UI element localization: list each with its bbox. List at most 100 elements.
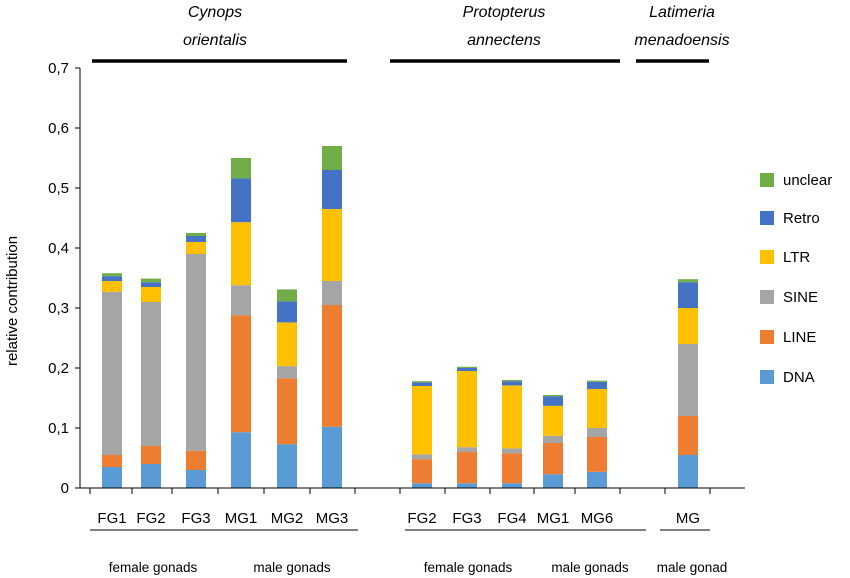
- bar-segment-ltr: [141, 287, 161, 302]
- x-tick-label: FG2: [407, 510, 436, 527]
- x-axis: FG1 FG2 FG3 MG1 MG2 MG3 FG2 FG3 FG4 MG1 MG6 MG: [80, 487, 745, 527]
- bar-segment-dna: [502, 483, 522, 488]
- bars: [102, 146, 698, 488]
- bar-segment-unclear: [457, 366, 477, 368]
- legend-item-sine: SINE: [760, 289, 818, 306]
- x-tick-label: FG1: [97, 510, 126, 527]
- legend-item-ltr: LTR: [760, 249, 810, 266]
- bar-segment-line: [186, 450, 206, 470]
- y-tick-label: 0,5: [48, 180, 69, 197]
- y-tick-label: 0,6: [48, 120, 69, 137]
- bar-segment-ltr: [543, 405, 563, 436]
- group-labels: female gonads male gonads female gonads mal…: [90, 529, 727, 575]
- bar-segment-dna: [322, 426, 342, 488]
- bar-segment-retro: [502, 381, 522, 386]
- bar-segment-ltr: [587, 389, 607, 428]
- bar-segment-dna: [231, 432, 251, 488]
- bar-stack: [502, 380, 522, 488]
- bar-segment-retro: [322, 170, 342, 209]
- bar-segment-retro: [277, 301, 297, 323]
- legend-item-line: LINE: [760, 329, 816, 346]
- bar-segment-line: [502, 453, 522, 484]
- x-tick-label: MG2: [271, 510, 304, 527]
- bar-segment-line: [543, 443, 563, 475]
- x-tick-label: MG: [676, 510, 700, 527]
- bar-segment-unclear: [277, 289, 297, 302]
- species-headers: Cynops orientalis Protopterus annectens …: [92, 4, 730, 63]
- bar-segment-sine: [587, 428, 607, 437]
- legend-swatch: [760, 211, 774, 225]
- bar-segment-retro: [678, 282, 698, 308]
- legend: unclear Retro LTR SINE LINE DNA: [760, 172, 832, 386]
- legend-label: unclear: [783, 172, 832, 189]
- y-tick-label: 0: [61, 480, 69, 497]
- x-tick-label: MG1: [225, 510, 258, 527]
- bar-segment-dna: [102, 467, 122, 488]
- bar-stack: [587, 380, 607, 488]
- bar-segment-line: [587, 437, 607, 472]
- bar-segment-retro: [186, 236, 206, 242]
- species-name-protopterus-line2: annectens: [467, 32, 541, 49]
- legend-swatch: [760, 330, 774, 344]
- x-tick-label: FG3: [181, 510, 210, 527]
- bar-segment-ltr: [678, 308, 698, 344]
- legend-swatch: [760, 370, 774, 384]
- bar-segment-sine: [277, 366, 297, 379]
- bar-segment-dna: [141, 464, 161, 488]
- bar-segment-unclear: [543, 395, 563, 397]
- bar-segment-dna: [543, 474, 563, 488]
- y-tick-label: 0,1: [48, 420, 69, 437]
- bar-segment-dna: [277, 444, 297, 488]
- bar-segment-retro: [587, 381, 607, 389]
- bar-segment-line: [322, 305, 342, 427]
- legend-swatch: [760, 290, 774, 304]
- x-tick-label: MG1: [537, 510, 570, 527]
- bar-stack: [678, 279, 698, 488]
- bar-segment-retro: [457, 368, 477, 371]
- y-tick-label: 0,4: [48, 240, 69, 257]
- bar-stack: [102, 273, 122, 488]
- bar-segment-retro: [141, 282, 161, 287]
- bar-stack: [543, 395, 563, 488]
- bar-segment-dna: [412, 483, 432, 488]
- species-name-latimeria-line2: menadoensis: [634, 32, 729, 49]
- bar-segment-dna: [678, 455, 698, 488]
- bar-segment-unclear: [502, 380, 522, 382]
- species-name-protopterus-line1: Protopterus: [463, 4, 546, 21]
- bar-segment-line: [102, 455, 122, 467]
- bar-segment-sine: [457, 447, 477, 452]
- bar-stack: [141, 278, 161, 488]
- bar-segment-sine: [322, 281, 342, 305]
- bar-segment-dna: [587, 471, 607, 488]
- y-axis-label: relative contribution: [4, 236, 21, 366]
- x-tick-label: FG3: [452, 510, 481, 527]
- y-tick-label: 0,3: [48, 300, 69, 317]
- legend-label: DNA: [783, 369, 815, 386]
- bar-segment-sine: [102, 291, 122, 455]
- bar-stack: [457, 366, 477, 488]
- bar-segment-ltr: [186, 242, 206, 254]
- bar-segment-unclear: [678, 279, 698, 283]
- legend-label: SINE: [783, 289, 818, 306]
- bar-segment-retro: [231, 178, 251, 223]
- bar-segment-ltr: [502, 385, 522, 449]
- bar-segment-line: [141, 446, 161, 464]
- bar-segment-unclear: [231, 158, 251, 179]
- group-label: female gonads: [424, 560, 513, 575]
- bar-segment-ltr: [412, 386, 432, 455]
- bar-segment-ltr: [277, 322, 297, 367]
- bar-segment-dna: [457, 483, 477, 488]
- bar-segment-unclear: [102, 273, 122, 277]
- bar-segment-retro: [543, 396, 563, 406]
- x-tick-label: MG6: [581, 510, 614, 527]
- bar-segment-line: [412, 459, 432, 484]
- bar-segment-sine: [231, 285, 251, 316]
- bar-segment-line: [457, 452, 477, 484]
- x-tick-label: MG3: [316, 510, 349, 527]
- legend-item-unclear: unclear: [760, 172, 832, 189]
- bar-segment-line: [277, 378, 297, 445]
- bar-segment-unclear: [322, 146, 342, 170]
- bar-stack: [277, 289, 297, 488]
- species-name-latimeria-line1: Latimeria: [649, 4, 715, 21]
- bar-stack: [231, 158, 251, 488]
